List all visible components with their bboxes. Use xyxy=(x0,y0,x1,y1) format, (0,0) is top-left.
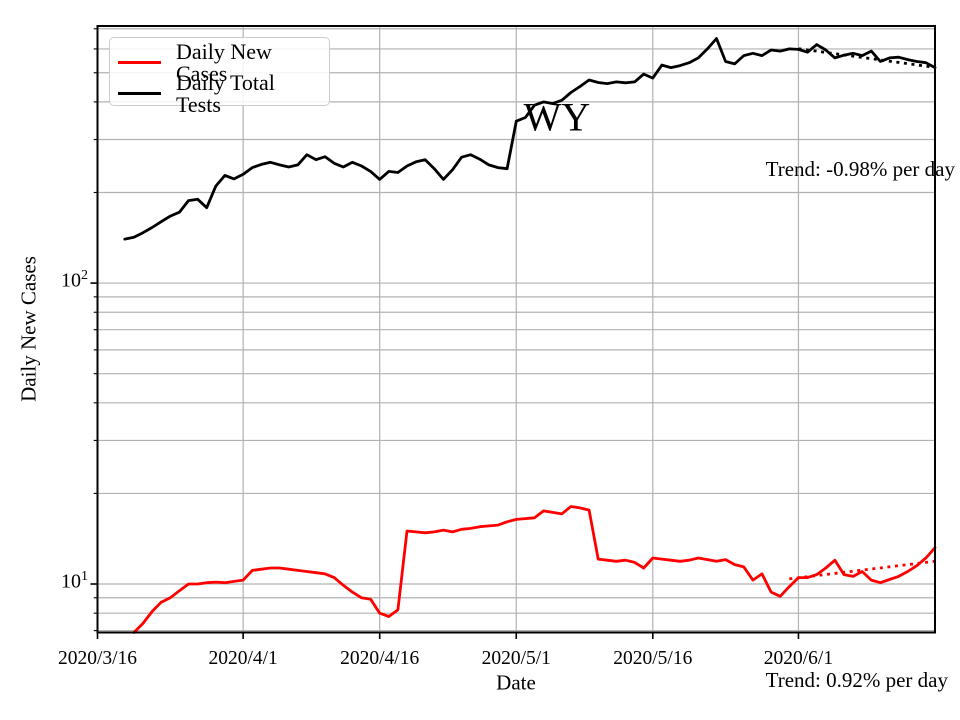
x-tick-label: 2020/5/16 xyxy=(613,648,692,669)
series-trendline xyxy=(798,47,936,69)
series-line xyxy=(132,505,937,634)
y-tick-label: 102 xyxy=(61,268,88,292)
legend-label-cases: Daily New Cases xyxy=(176,38,272,86)
x-tick-label: 2020/4/1 xyxy=(208,648,277,669)
cases-line-sample xyxy=(118,60,161,65)
tests-trend-annotation: Trend: -0.98% per day xyxy=(765,157,955,181)
x-tick-label: 2020/6/1 xyxy=(764,648,833,669)
legend-label-tests: Daily Total Tests xyxy=(176,69,275,117)
y-axis-label: Daily New Cases xyxy=(16,256,41,402)
legend-item-cases: Daily New Cases xyxy=(118,40,317,84)
x-axis-label: Date xyxy=(496,670,536,695)
legend: Daily New Cases Daily Total Tests xyxy=(109,37,330,115)
series-trendline xyxy=(789,559,936,581)
tests-line-sample xyxy=(118,91,161,96)
x-tick-label: 2020/3/16 xyxy=(58,648,137,669)
cases-trend-annotation: Trend: 0.92% per day xyxy=(765,668,948,692)
x-tick-label: 2020/4/16 xyxy=(340,648,419,669)
legend-item-tests: Daily Total Tests xyxy=(118,71,317,115)
y-tick-label: 101 xyxy=(61,569,88,593)
x-tick-label: 2020/5/1 xyxy=(482,648,551,669)
